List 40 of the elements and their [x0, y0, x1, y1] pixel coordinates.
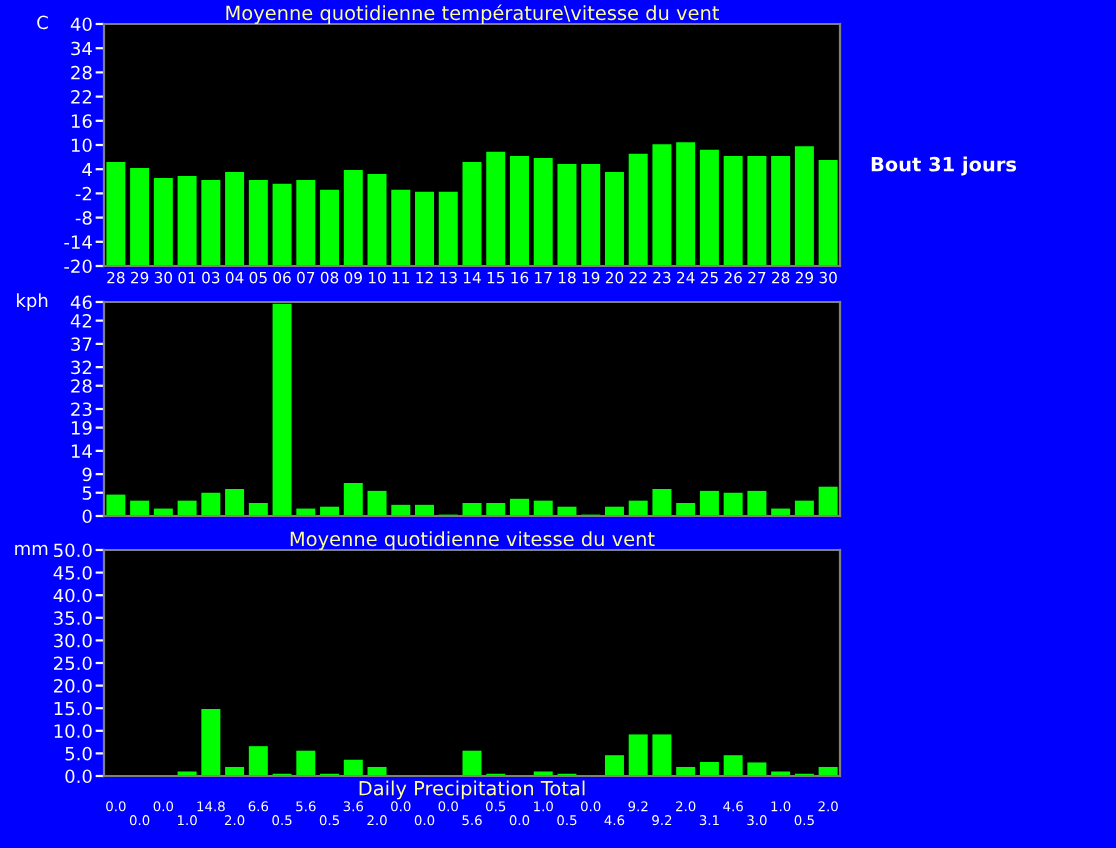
y-tick-label: 10: [71, 138, 92, 153]
chart-title: Moyenne quotidienne vitesse du vent: [290, 531, 655, 550]
y-tick-label: 25.0: [54, 656, 92, 671]
y-tick-label: 46: [70, 295, 92, 310]
y-tick-label: 22: [71, 90, 92, 104]
text: Bout 31 jours: [871, 156, 1017, 176]
y-tick-label: -20: [64, 259, 92, 274]
y-tick-label: 19: [71, 421, 92, 435]
y-tick-label: 42: [70, 314, 92, 328]
y-tick-label: 30.0: [54, 633, 92, 648]
y-axis-title: mm: [15, 544, 48, 555]
y-tick-label: 28: [71, 65, 92, 80]
y-tick-label: 10.0: [54, 724, 92, 738]
y-tick-label: -2: [75, 186, 92, 201]
y-tick-label: 34: [71, 41, 92, 56]
y-tick-label: 32: [71, 360, 92, 375]
y-tick-label: 9: [82, 467, 92, 482]
y-tick-label: 37: [71, 337, 92, 351]
y-tick-label: 4: [82, 162, 92, 177]
y-tick-label: -14: [64, 235, 92, 249]
y-tick-label: 40: [70, 17, 92, 32]
y-tick-label: 0: [82, 509, 92, 524]
y-tick-label: 5.0: [65, 746, 92, 761]
y-tick-label: 45.0: [53, 566, 92, 580]
y-tick-label: 0.0: [65, 769, 92, 784]
y-tick-label: 16: [71, 114, 92, 128]
y-tick-label: 40.0: [53, 588, 92, 603]
y-tick-label: 20.0: [54, 679, 92, 693]
y-axis-title: C: [37, 15, 48, 30]
y-tick-label: 23: [71, 402, 92, 417]
y-tick-label: 50.0: [54, 543, 92, 558]
y-tick-label: -8: [75, 211, 92, 225]
y-tick-label: 5: [82, 486, 92, 500]
x-axis-title: Daily Precipitation Total: [359, 780, 585, 800]
y-tick-label: 28: [71, 379, 92, 393]
y-tick-label: 15.0: [54, 701, 92, 716]
y-axis-title: kph: [17, 293, 48, 311]
y-tick-label: 14: [71, 444, 92, 458]
chart-title: Moyenne quotidienne température\vitesse du vent: [226, 4, 720, 24]
y-tick-label: 35.0: [54, 611, 92, 625]
